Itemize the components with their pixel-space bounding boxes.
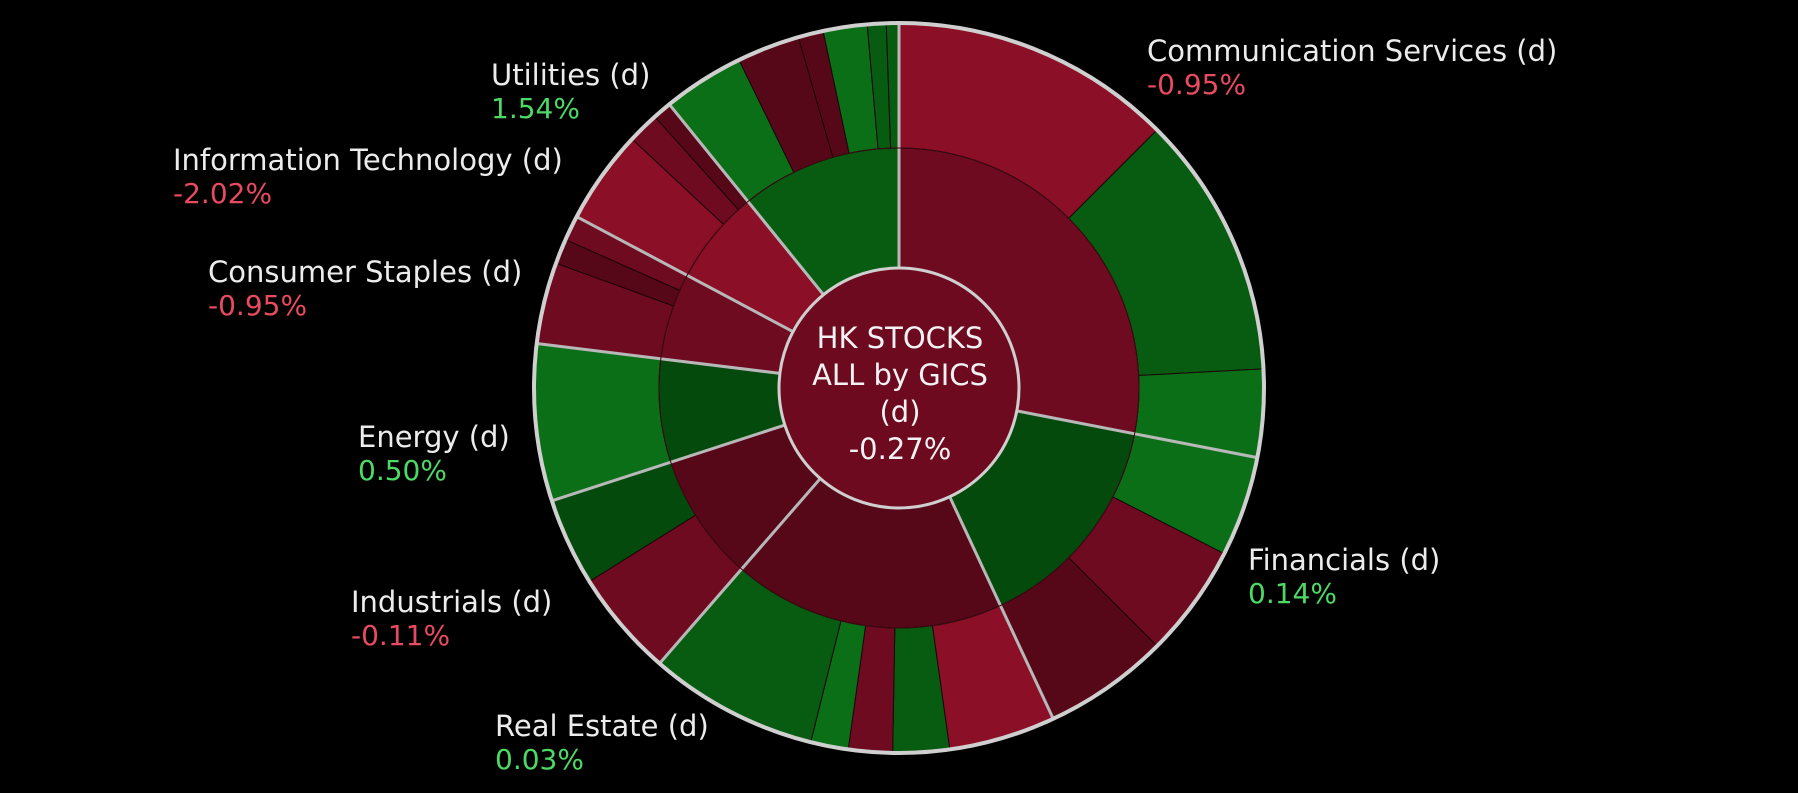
sector-separator-financials — [1016, 409, 1258, 460]
sector-change: 0.14% — [1248, 577, 1337, 611]
sector-change: -2.02% — [173, 177, 273, 211]
sector-label-industrials[interactable]: Industrials (d) -0.11% — [351, 585, 552, 652]
sector-separator-information-technology — [576, 215, 794, 333]
sector-separator-consumer-staples — [536, 342, 781, 375]
center-title-line2: ALL by GICS — [812, 358, 988, 392]
outer-ring — [532, 21, 1266, 755]
sector-name: Consumer Staples (d) — [208, 255, 523, 289]
center-title-line3: (d) — [879, 395, 921, 429]
sector-name: Utilities (d) — [491, 58, 651, 92]
center-label: HK STOCKS ALL by GICS (d) -0.27% — [800, 320, 1000, 468]
sector-label-financials[interactable]: Financials (d) 0.14% — [1248, 543, 1440, 610]
sector-name: Information Technology (d) — [173, 143, 563, 177]
inner-ring-boundary — [658, 147, 1140, 629]
sector-label-information-technology[interactable]: Information Technology (d) -2.02% — [173, 143, 563, 210]
sector-name: Energy (d) — [358, 420, 510, 454]
sector-separator-energy — [551, 423, 786, 503]
sector-label-consumer-staples[interactable]: Consumer Staples (d) -0.95% — [208, 255, 522, 322]
center-total-change: -0.27% — [848, 432, 952, 466]
sector-label-energy[interactable]: Energy (d) 0.50% — [358, 420, 510, 487]
center-title-line1: HK STOCKS — [816, 321, 984, 355]
sector-change: 1.54% — [491, 92, 580, 126]
sector-name: Industrials (d) — [351, 585, 553, 619]
center-disc — [777, 266, 1021, 510]
sector-change: -0.95% — [208, 289, 308, 323]
sector-change: -0.11% — [351, 619, 451, 653]
sector-name: Real Estate (d) — [495, 709, 709, 743]
sector-name: Financials (d) — [1248, 543, 1441, 577]
sector-separator-utilities — [668, 103, 825, 296]
sector-name: Communication Services (d) — [1147, 34, 1558, 68]
sector-change: -0.95% — [1147, 68, 1247, 102]
sector-separator-industrials — [658, 477, 822, 665]
sector-label-communication-services[interactable]: Communication Services (d) -0.95% — [1147, 34, 1557, 101]
sector-change: 0.50% — [358, 454, 447, 488]
sector-change: 0.03% — [495, 743, 584, 777]
sector-label-utilities[interactable]: Utilities (d) 1.54% — [491, 58, 650, 125]
sector-label-real-estate[interactable]: Real Estate (d) 0.03% — [495, 709, 709, 776]
sector-separator-real-estate — [948, 496, 1055, 720]
